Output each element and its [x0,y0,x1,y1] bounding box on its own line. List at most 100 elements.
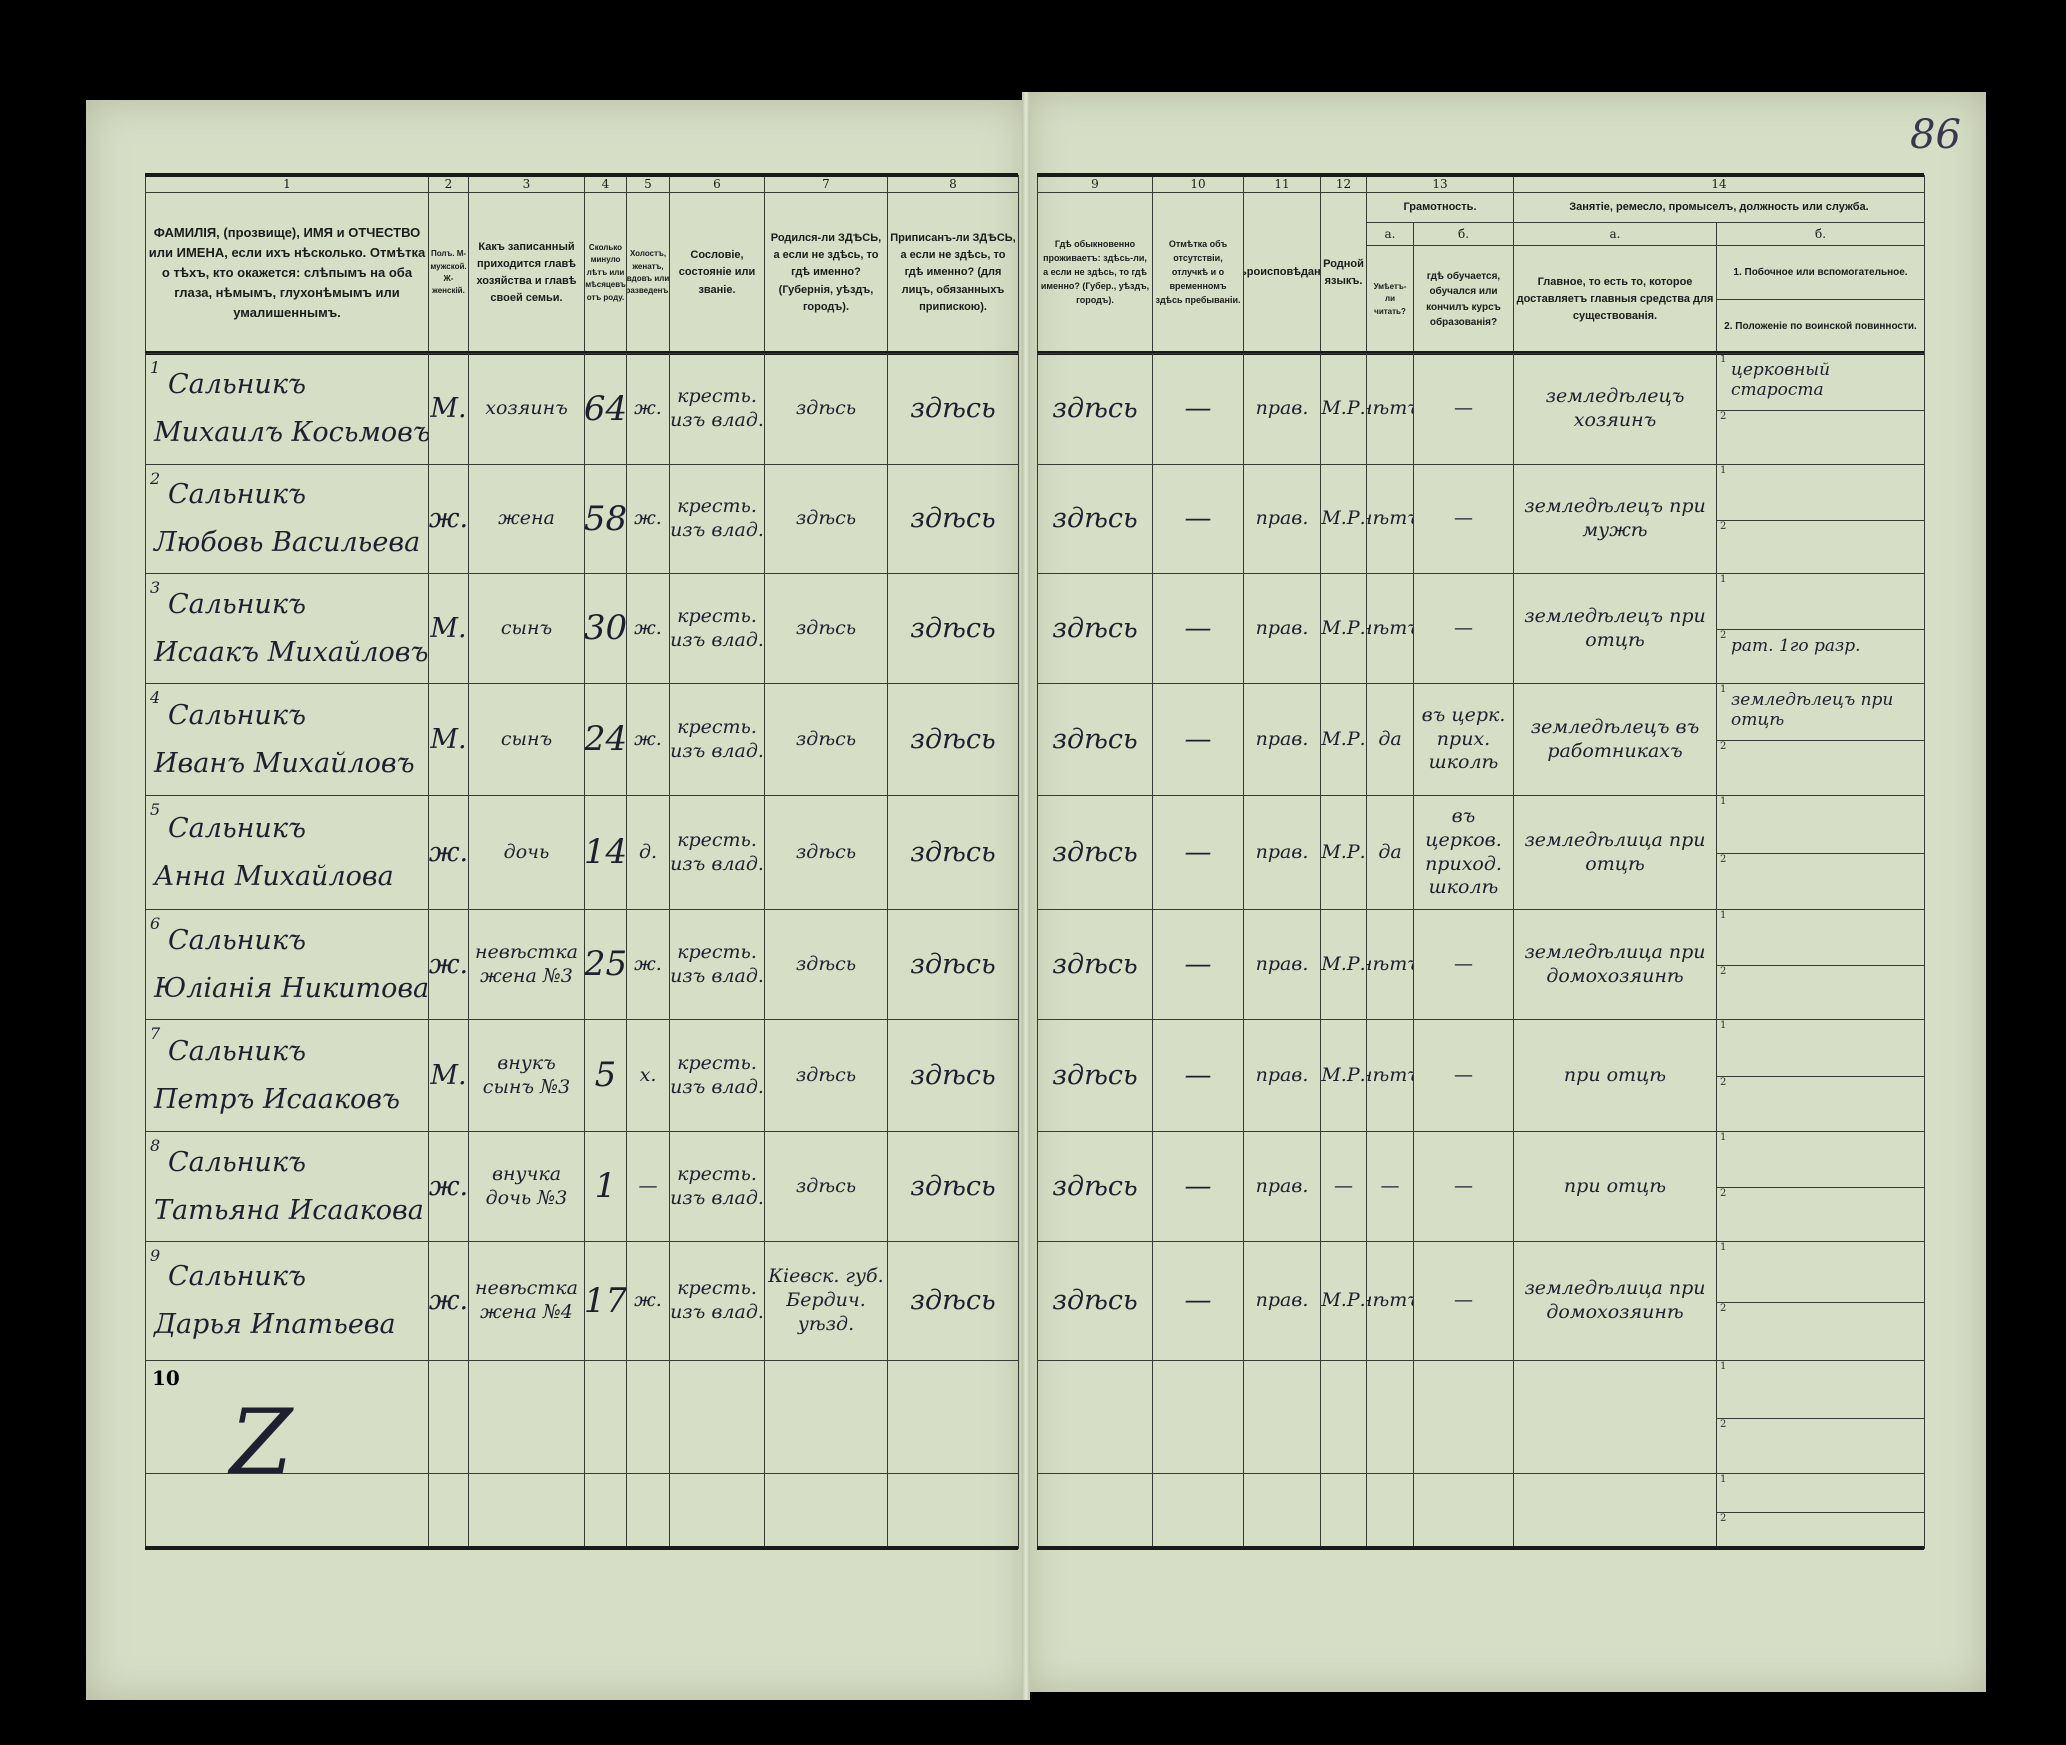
subrow-label: 2 [1720,1513,1727,1524]
cell-sex: М. [428,353,469,465]
subrow-label: 2 [1720,1188,1727,1199]
subrow-label: 2 [1720,966,1727,977]
cell-age: 64 [584,353,627,465]
cell-age: 17 [584,1241,627,1361]
cell-name: 6 Сальникъ Юліанія Никитова [145,909,429,1020]
given-name-patronymic: Петръ Исааковъ [154,1083,400,1115]
column-number: 11 [1243,175,1321,193]
column-header: Какъ записанный приходится главѣ хозяйст… [468,192,585,354]
cell-literate [1366,1360,1414,1474]
handwritten-entry [1731,966,1924,972]
right-page [1026,92,1986,1692]
military-status: 2 [1717,1302,1924,1360]
cell-registered: здѣсь [887,1131,1019,1242]
cell-age: 58 [584,464,627,574]
cell-estate: кресть. изъ влад. [669,353,765,465]
cell-name: 4 Сальникъ Иванъ Михайловъ [145,683,429,796]
cell-residence: здѣсь [1037,353,1153,465]
subrow-label: 1 [1720,1132,1727,1143]
cell-language: М.Р. [1320,795,1367,910]
column-header: Сколько минуло лѣтъ или мѣсяцевъ отъ род… [584,192,627,354]
cell-absence: — [1152,795,1244,910]
cell-marital: ж. [626,353,670,465]
cell-estate: кресть. изъ влад. [669,1131,765,1242]
column-header: Гдѣ обыкновенно проживаетъ: здѣсь-ли, а … [1037,192,1153,354]
military-status: 2 [1717,1187,1924,1241]
cell-language: М.Р. [1320,1241,1367,1361]
cell-estate: кресть. изъ влад. [669,795,765,910]
cell-language: М.Р. [1320,909,1367,1020]
cell-secondary-occupation-military: 1 земледѣлецъ при отцѣ 2 [1716,683,1925,796]
column-header: Отмѣтка объ отсутствіи, отлучкѣ и о врем… [1152,192,1244,354]
header-top-rule [145,173,1018,177]
cell-marital: ж. [626,909,670,1020]
column-number: 14 [1513,175,1925,193]
cell-school [1413,1473,1514,1549]
cell-estate [669,1360,765,1474]
cell-school: — [1413,353,1514,465]
cell-religion [1243,1360,1321,1474]
cell-occupation: земледѣлецъ при мужѣ [1513,464,1717,574]
cell-occupation: земледѣлица при отцѣ [1513,795,1717,910]
given-name-patronymic: Михаилъ Косьмовъ [154,417,429,448]
column-header: Родился-ли ЗДѢСЬ, а если не здѣсь, то гд… [764,192,888,354]
cell-relation [468,1360,585,1474]
cell-school: — [1413,1019,1514,1132]
cell-born: здѣсь [764,795,888,910]
cell-relation: внукъ сынъ №3 [468,1019,585,1132]
cell-absence: — [1152,683,1244,796]
cell-residence: здѣсь [1037,795,1153,910]
cell-relation: жена [468,464,585,574]
cell-age: 5 [584,1019,627,1132]
cell-sex [428,1360,469,1474]
cell-residence: здѣсь [1037,909,1153,1020]
cell-registered: здѣсь [887,464,1019,574]
cell-marital: ж. [626,1241,670,1361]
cell-born [764,1473,888,1549]
military-status: 2 [1717,740,1924,795]
cell-sex: ж. [428,795,469,910]
cell-language [1320,1473,1367,1549]
cell-school: — [1413,464,1514,574]
cell-age: 30 [584,573,627,684]
cell-relation [468,1473,585,1549]
cell-literate: нѣтъ [1366,1241,1414,1361]
cell-literate: нѣтъ [1366,1019,1414,1132]
cell-religion: прав. [1243,795,1321,910]
column-number: 2 [428,175,469,193]
cell-absence: — [1152,1131,1244,1242]
cell-absence: — [1152,353,1244,465]
cell-literate: нѣтъ [1366,464,1414,574]
cell-sex: ж. [428,1131,469,1242]
column-number: 6 [669,175,765,193]
surname: Сальникъ [168,369,306,401]
cell-estate [669,1473,765,1549]
cell-sex: ж. [428,1241,469,1361]
cell-registered: здѣсь [887,1019,1019,1132]
cell-residence: здѣсь [1037,464,1153,574]
subrow-label: 2 [1720,1419,1727,1430]
left-page [86,100,1026,1700]
cell-marital: ж. [626,464,670,574]
handwritten-entry [1731,796,1924,802]
given-name-patronymic: Любовь Васильева [154,527,421,558]
secondary-occupation: 1 [1717,574,1924,629]
cell-marital [626,1360,670,1474]
column-header: Родной языкъ. [1320,192,1367,354]
header-top-rule [1037,173,1924,177]
cell-relation: невѣстка жена №4 [468,1241,585,1361]
subrow-label: 2 [1720,1077,1727,1088]
column-number: 3 [468,175,585,193]
given-name-patronymic: Иванъ Михайловъ [154,747,415,779]
row-number: 9 [150,1246,161,1265]
book-spine [1022,92,1030,1700]
cell-absence: — [1152,573,1244,684]
cell-name: 8 Сальникъ Татьяна Исаакова [145,1131,429,1242]
column-header: Полъ. М-мужской. Ж-женскій. [428,192,469,354]
secondary-occupation: 1 [1717,1242,1924,1302]
cell-school: — [1413,573,1514,684]
cell-born: здѣсь [764,1131,888,1242]
